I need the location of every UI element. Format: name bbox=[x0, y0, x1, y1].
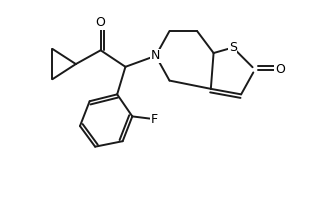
Text: S: S bbox=[229, 41, 237, 54]
Text: F: F bbox=[151, 113, 158, 126]
Text: N: N bbox=[151, 49, 160, 62]
Text: O: O bbox=[275, 63, 285, 76]
Text: O: O bbox=[96, 16, 106, 29]
